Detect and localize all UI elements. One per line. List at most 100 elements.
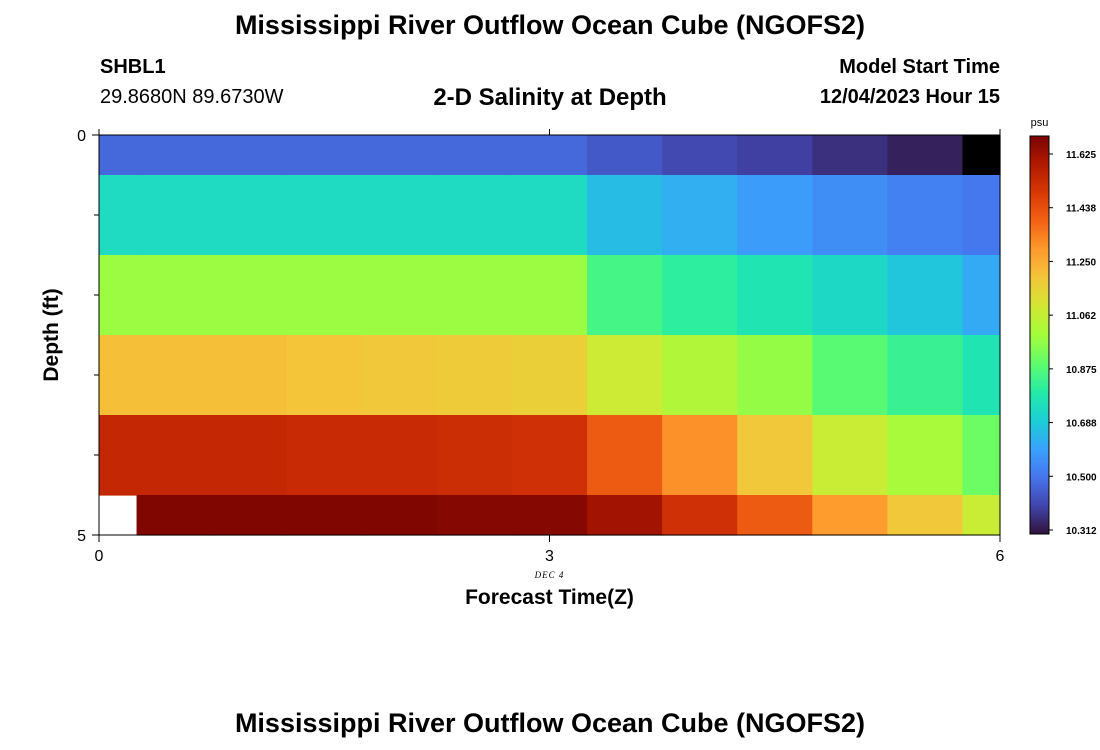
- colorbar-tick-label: 11.062: [1066, 311, 1096, 322]
- heatmap-cell: [887, 255, 964, 336]
- heatmap-cell: [662, 335, 738, 416]
- chart-title-repeat: Mississippi River Outflow Ocean Cube (NG…: [234, 708, 866, 738]
- heatmap-cell: [211, 495, 288, 536]
- y-tick-label: 0: [77, 128, 86, 145]
- heatmap-cell: [962, 415, 1001, 496]
- heatmap-cell: [136, 255, 213, 336]
- heatmap-cell: [99, 135, 138, 176]
- chart-subtitle: 2-D Salinity at Depth: [433, 84, 667, 111]
- colorbar: [1029, 135, 1050, 535]
- heatmap-cell: [587, 495, 663, 536]
- heatmap-cell: [737, 255, 813, 336]
- heatmap-cell: [887, 335, 964, 416]
- heatmap-cell: [286, 135, 363, 176]
- heatmap-cell: [99, 175, 138, 256]
- heatmap-cell: [812, 495, 888, 536]
- heatmap-cell: [361, 135, 438, 176]
- heatmap-cell: [99, 415, 138, 496]
- heatmap-cell: [436, 135, 513, 176]
- heatmap-cell: [887, 175, 964, 256]
- x-tick-label: 6: [996, 548, 1005, 565]
- heatmap-cell: [887, 495, 964, 536]
- y-axis-label: Depth (ft): [40, 288, 63, 381]
- heatmap-cell: [136, 415, 213, 496]
- heatmap-cell: [662, 495, 738, 536]
- date-label: DEC 4: [534, 570, 565, 580]
- heatmap-cell: [662, 415, 738, 496]
- heatmap-cell: [737, 335, 813, 416]
- chart-title: Mississippi River Outflow Ocean Cube (NG…: [234, 10, 866, 40]
- heatmap-cell: [587, 335, 663, 416]
- heatmap-cell: [887, 135, 964, 176]
- model-start-label: Model Start Time: [839, 56, 1000, 78]
- heatmap-cell: [587, 255, 663, 336]
- heatmap-cell: [962, 495, 1001, 536]
- heatmap-cell: [211, 335, 288, 416]
- heatmap-cell: [511, 415, 588, 496]
- heatmap-cell: [286, 255, 363, 336]
- heatmap-cell: [211, 135, 288, 176]
- heatmap-cell: [136, 495, 213, 536]
- heatmap-cell: [812, 175, 888, 256]
- heatmap-cell: [587, 415, 663, 496]
- heatmap-cell: [286, 415, 363, 496]
- heatmap-cell: [361, 175, 438, 256]
- heatmap-cell: [99, 255, 138, 336]
- model-start-value: 12/04/2023 Hour 15: [819, 86, 1000, 108]
- heatmap-cell: [737, 135, 813, 176]
- heatmap-cell: [211, 415, 288, 496]
- heatmap-cell: [211, 175, 288, 256]
- colorbar-tick-label: 11.625: [1066, 150, 1096, 161]
- heatmap-cell: [962, 255, 1001, 336]
- heatmap-cell: [812, 255, 888, 336]
- colorbar-units: psu: [1031, 117, 1049, 129]
- heatmap-cell: [436, 175, 513, 256]
- heatmap-cell: [962, 335, 1001, 416]
- station-coordinates: 29.8680N 89.6730W: [100, 86, 284, 108]
- heatmap-cell: [962, 175, 1001, 256]
- heatmap-cell: [812, 135, 888, 176]
- heatmap-cell: [587, 175, 663, 256]
- heatmap-cell: [436, 335, 513, 416]
- heatmap-cell: [662, 255, 738, 336]
- heatmap-cell: [962, 135, 1001, 176]
- heatmap-cell: [812, 335, 888, 416]
- heatmap-cell: [436, 495, 513, 536]
- colorbar-tick-label: 10.875: [1066, 365, 1097, 376]
- station-id: SHBL1: [100, 56, 166, 78]
- heatmap-cell: [511, 495, 588, 536]
- heatmap-cell: [361, 415, 438, 496]
- heatmap-cell: [511, 175, 588, 256]
- heatmap-cell: [511, 135, 588, 176]
- colorbar-tick-label: 10.500: [1066, 472, 1097, 483]
- heatmap-cell: [511, 335, 588, 416]
- heatmap-cell: [662, 135, 738, 176]
- heatmap-cell: [737, 495, 813, 536]
- x-axis-label: Forecast Time(Z): [465, 586, 634, 609]
- heatmap-cell: [286, 335, 363, 416]
- heatmap-cell: [737, 415, 813, 496]
- colorbar-tick-label: 11.438: [1066, 204, 1096, 215]
- heatmap-cell: [361, 335, 438, 416]
- heatmap-cell: [436, 415, 513, 496]
- heatmap-cell: [361, 495, 438, 536]
- heatmap-cell: [511, 255, 588, 336]
- colorbar-tick-label: 11.250: [1066, 257, 1096, 268]
- heatmap-cell: [361, 255, 438, 336]
- colorbar-tick-label: 10.688: [1066, 419, 1097, 430]
- heatmap-cell: [737, 175, 813, 256]
- heatmap-cell: [99, 335, 138, 416]
- heatmap-cell: [662, 175, 738, 256]
- colorbar-tick-label: 10.312: [1066, 526, 1097, 537]
- heatmap-cell: [211, 255, 288, 336]
- heatmap-cell: [887, 415, 964, 496]
- y-tick-label: 5: [77, 528, 86, 545]
- heatmap-cell: [136, 135, 213, 176]
- x-tick-label: 0: [95, 548, 104, 565]
- heatmap-cell: [812, 415, 888, 496]
- heatmap-cell: [136, 335, 213, 416]
- heatmap-cell: [286, 175, 363, 256]
- heatmap-cell: [286, 495, 363, 536]
- heatmap-cell: [436, 255, 513, 336]
